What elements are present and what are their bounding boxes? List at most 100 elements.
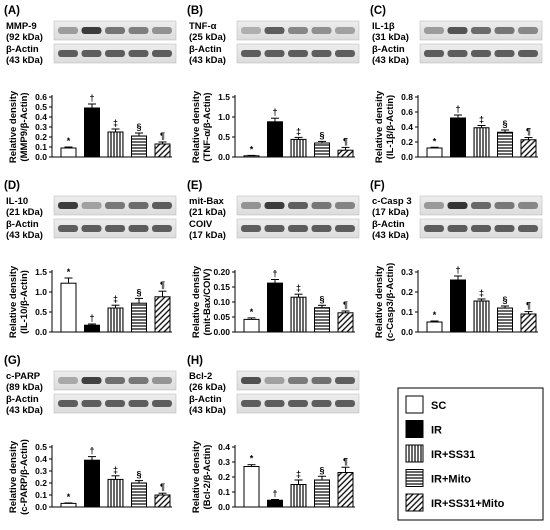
- blot-band: [241, 202, 261, 209]
- blot-band: [128, 50, 149, 57]
- panel-label: (A): [4, 5, 20, 17]
- blot-band: [447, 27, 468, 34]
- blot-band: [264, 202, 285, 209]
- blot-band: [424, 225, 444, 232]
- significance-mark: †: [89, 93, 94, 103]
- blot-kda-label: (21 kDa): [6, 207, 43, 218]
- chart-panel: (F) c-Casp 3(17 kDa)β-Actin(43 kDa) Relati…: [370, 180, 543, 342]
- bar: [314, 307, 330, 333]
- blot-band: [81, 377, 102, 384]
- blot-band: [81, 202, 102, 209]
- bar: [60, 282, 77, 333]
- blot-band: [152, 377, 172, 384]
- bar: [450, 279, 466, 333]
- legend-label: IR+SS31+Mito: [431, 498, 505, 510]
- bar: [154, 143, 171, 158]
- y-tick-label: 0.0: [218, 502, 230, 512]
- significance-mark: §: [136, 122, 141, 132]
- legend: SC IR IR+SS31 IR+Mito IR+SS31+Mito: [397, 387, 544, 521]
- bar: [520, 139, 537, 158]
- y-tick-label: 0.1: [401, 307, 413, 317]
- significance-mark: §: [502, 295, 507, 305]
- y-tick-label: 0.3: [218, 457, 230, 467]
- bar: [520, 313, 537, 333]
- legend-swatch: [405, 395, 424, 414]
- significance-mark: *: [433, 136, 437, 146]
- significance-mark: §: [136, 287, 141, 297]
- blot-band: [241, 50, 261, 57]
- blot-band: [471, 225, 491, 232]
- y-tick-label: 0.3: [35, 466, 47, 476]
- blot-band: [288, 225, 308, 232]
- blot-protein-label: β-Actin: [6, 219, 39, 230]
- blot-kda-label: (92 kDa): [6, 32, 43, 43]
- bar: [314, 479, 330, 508]
- blot-band: [447, 202, 468, 209]
- blot-band: [424, 27, 444, 34]
- blot-kda-label: (43 kDa): [189, 55, 226, 66]
- blot-kda-label: (25 kDa): [189, 32, 226, 43]
- blot-band: [152, 225, 172, 232]
- significance-mark: †: [89, 313, 94, 323]
- blot-band: [311, 27, 332, 34]
- blot-band: [335, 50, 355, 57]
- legend-label: IR+Mito: [431, 474, 471, 486]
- blot-protein-label: Bcl-2: [189, 371, 212, 382]
- y-tick-label: 0.4: [401, 122, 413, 132]
- y-tick-label: 1.0: [218, 112, 230, 122]
- legend-swatch: [405, 420, 424, 438]
- bar: [243, 155, 260, 158]
- blot-band: [518, 225, 538, 232]
- legend-label: SC: [431, 400, 446, 412]
- blot-kda-label: (31 kDa): [372, 32, 409, 43]
- y-axis-label: Relative density (c-Casp3/β-Actin): [374, 263, 396, 342]
- blot-band: [58, 50, 78, 57]
- y-axis-label-line2: (mit-Bax/COIV): [202, 268, 213, 335]
- bar: [131, 482, 147, 508]
- y-tick-label: 0.6: [401, 107, 413, 117]
- blot-band: [58, 27, 78, 34]
- significance-mark: ¶: [160, 280, 165, 290]
- y-tick-label: 0.1: [218, 487, 230, 497]
- y-tick-label: 0.2: [35, 132, 47, 142]
- significance-mark: ¶: [160, 131, 165, 141]
- y-tick-label: 0.0: [401, 327, 413, 337]
- y-axis-label-line1: Relative density: [8, 440, 19, 513]
- significance-mark: ‡: [113, 465, 118, 475]
- y-tick-label: 0.1: [35, 490, 47, 500]
- bar: [107, 131, 124, 158]
- bar: [131, 302, 147, 333]
- y-axis-label-line2: (c-Casp3/β-Actin): [385, 263, 396, 342]
- bar: [337, 149, 354, 158]
- blot-protein-label: mit-Bax: [189, 196, 225, 207]
- blot-band: [311, 377, 332, 384]
- y-axis-label: Relative density (mit-Bax/COIV): [191, 265, 213, 338]
- y-tick-label: 0.2: [218, 472, 230, 482]
- blot-band: [105, 225, 125, 232]
- y-tick-label: 0.2: [35, 478, 47, 488]
- blot-protein-label: TNF-α: [189, 21, 217, 32]
- y-axis-label-line1: Relative density: [8, 265, 19, 338]
- legend-swatch: [405, 493, 424, 512]
- blot-band: [58, 202, 78, 209]
- blot-band: [335, 377, 355, 384]
- blot-band: [241, 377, 261, 384]
- blot-kda-label: (17 kDa): [372, 207, 409, 218]
- blot-band: [128, 400, 149, 407]
- y-axis-label: Relative density (TNF-α/β-Actin): [191, 90, 213, 163]
- blot-band: [288, 400, 308, 407]
- blot-band: [105, 400, 125, 407]
- significance-mark: *: [250, 144, 254, 154]
- y-axis-label: Relative density (Bcl-2/β-Actin): [191, 440, 213, 513]
- blot-protein-label: IL-10: [6, 196, 28, 207]
- blot-band: [311, 202, 332, 209]
- significance-mark: ¶: [343, 300, 348, 310]
- blot-band: [264, 377, 285, 384]
- significance-mark: ‡: [113, 294, 118, 304]
- y-tick-label: 0.3: [401, 267, 413, 277]
- blot-band: [288, 202, 308, 209]
- significance-mark: *: [250, 307, 254, 317]
- y-tick-label: 1.5: [35, 267, 47, 277]
- y-tick-label: 0.4: [35, 454, 47, 464]
